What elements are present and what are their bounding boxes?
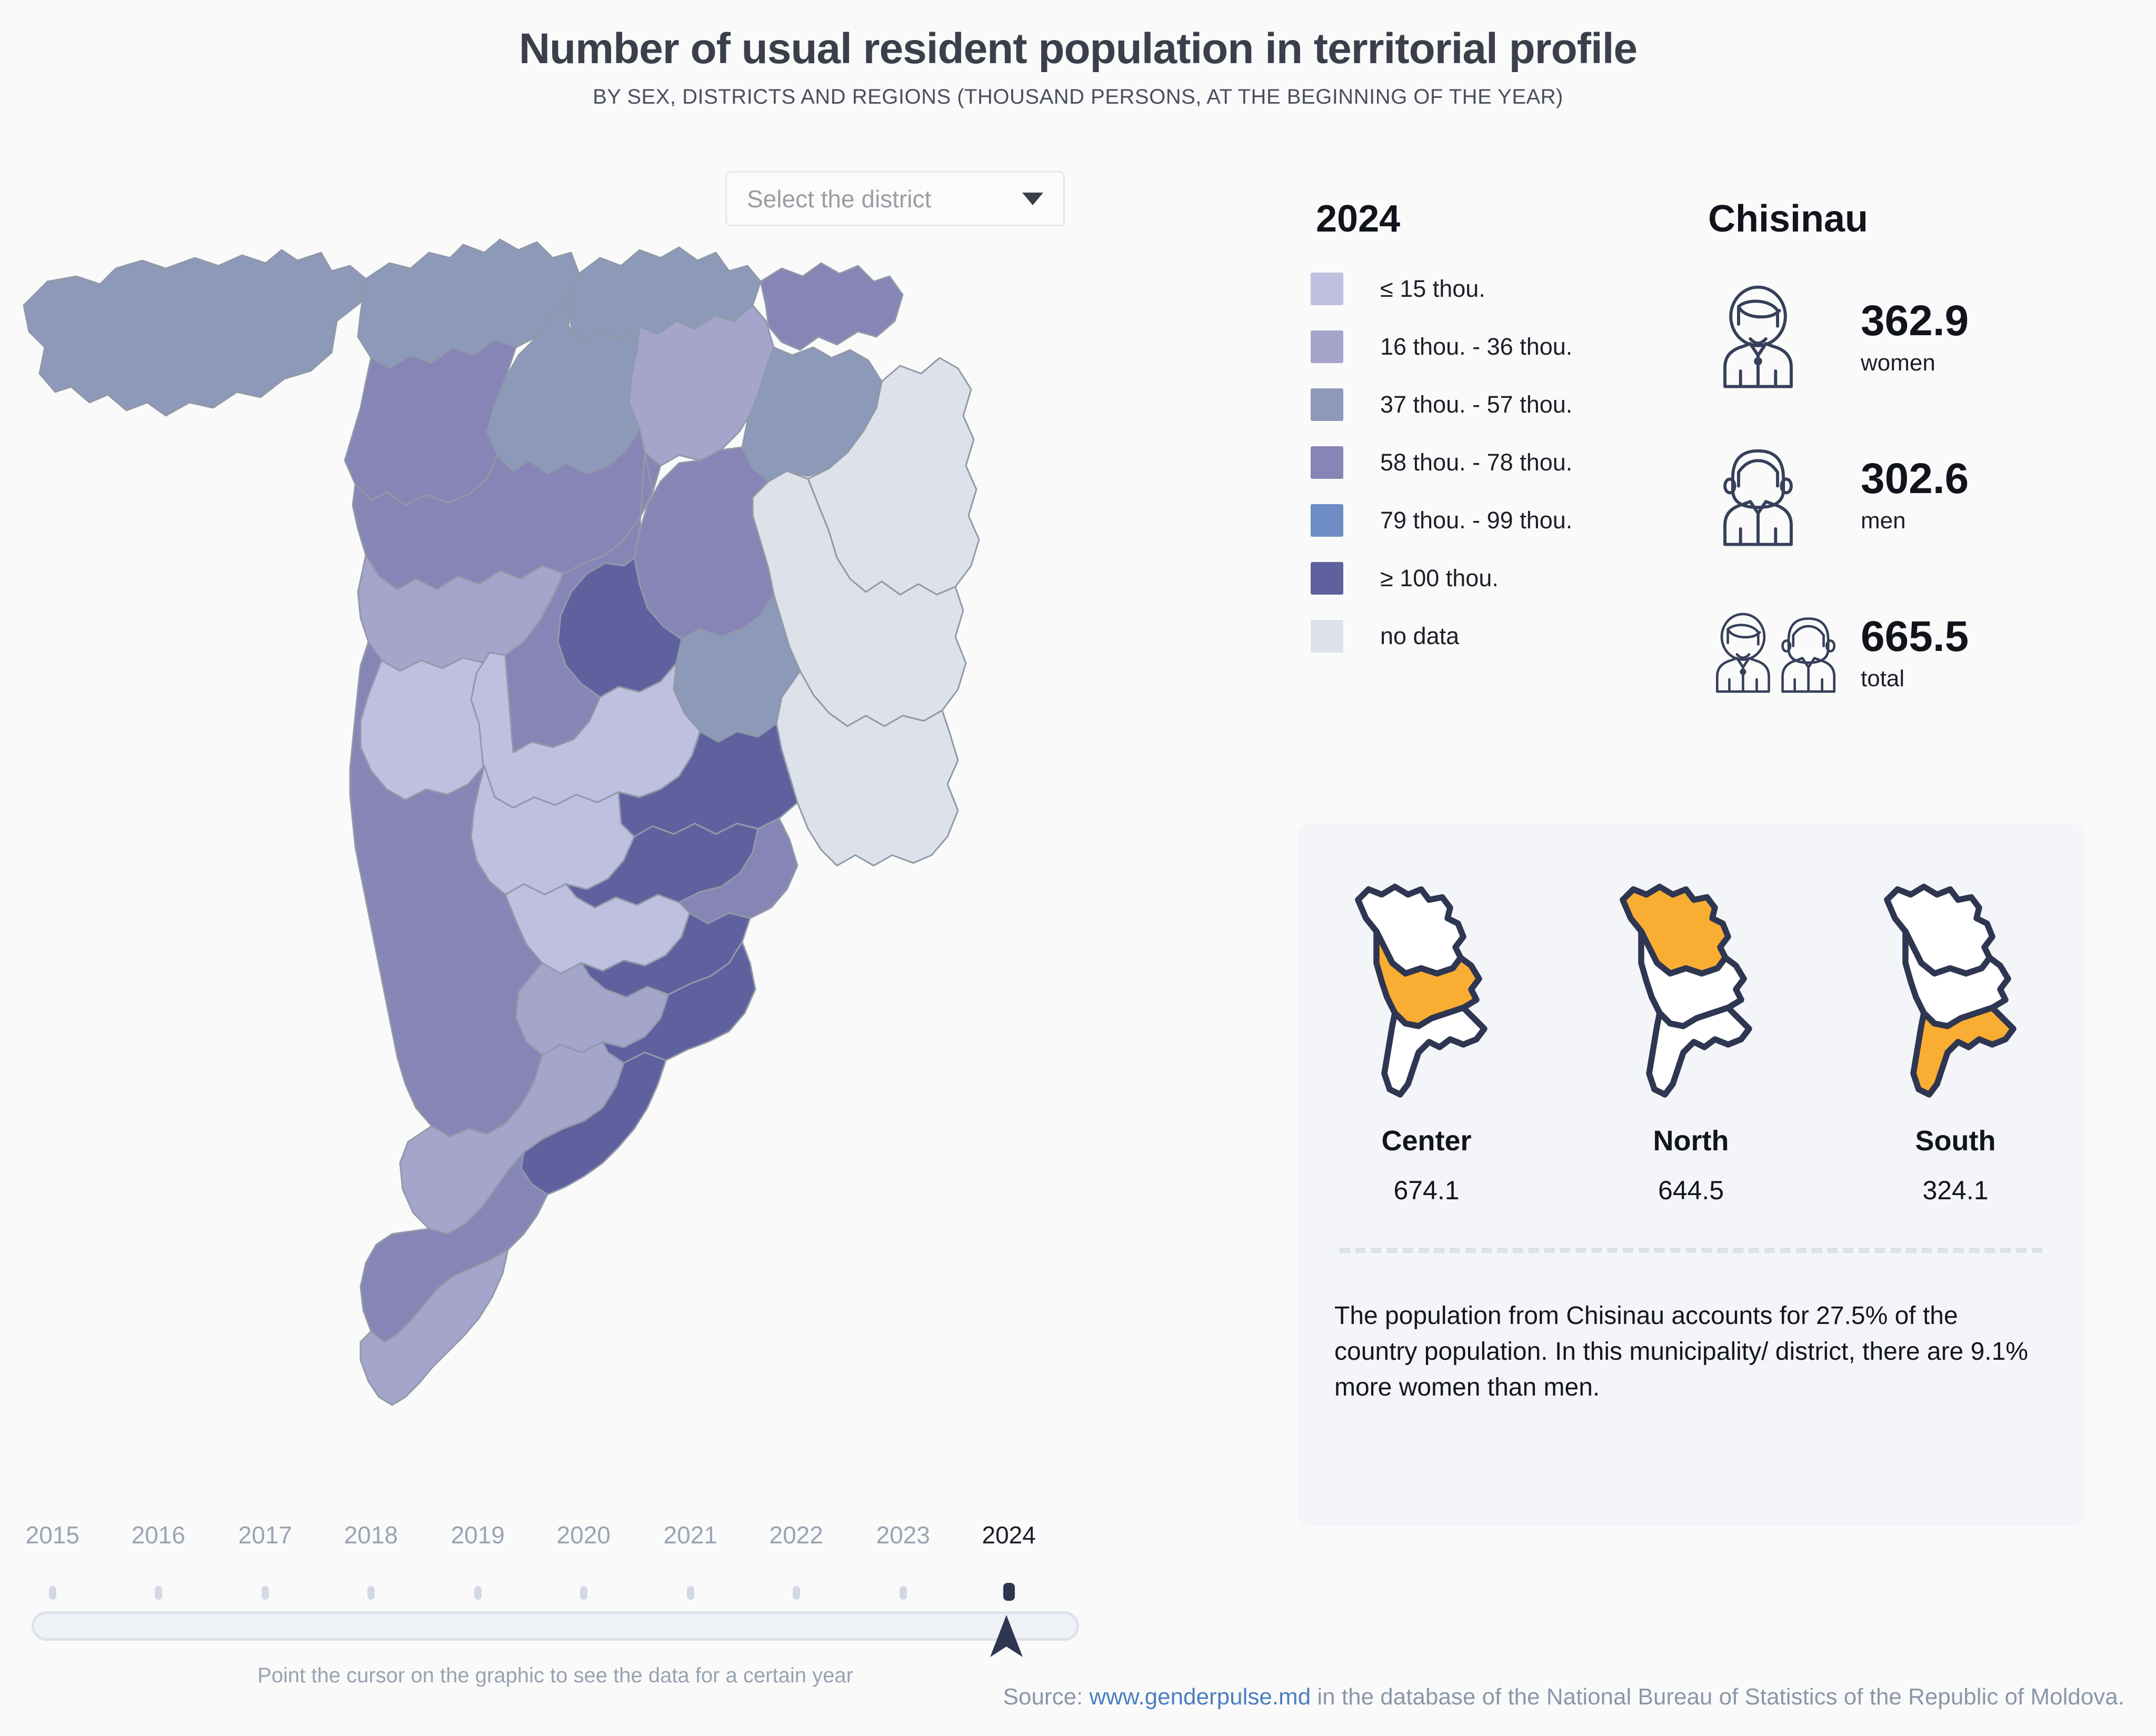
timeline-dot-2017[interactable]: [261, 1586, 269, 1600]
legend-item[interactable]: 58 thou. - 78 thou.: [1311, 434, 1637, 491]
timeline-dot-2023[interactable]: [899, 1586, 907, 1600]
legend-item[interactable]: 16 thou. - 36 thou.: [1311, 318, 1637, 376]
map-district: [520, 1051, 667, 1196]
timeline-year-2016[interactable]: 2016: [131, 1521, 185, 1549]
district-select-dropdown[interactable]: Select the district: [725, 171, 1065, 226]
stat-caption: men: [1861, 508, 1906, 534]
stat-value: 665.5: [1861, 613, 1969, 660]
legend-color-swatch: [1311, 620, 1343, 653]
regions-description: The population from Chisinau accounts fo…: [1334, 1302, 2028, 1402]
legend-item-label: ≤ 15 thou.: [1380, 275, 1485, 302]
moldova-choropleth-map[interactable]: [21, 200, 1126, 1505]
chevron-down-icon: [1022, 192, 1043, 205]
timeline-dot-2016[interactable]: [154, 1586, 162, 1600]
map-district: [760, 262, 904, 351]
region-value: 644.5: [1658, 1176, 1724, 1205]
legend-item-label: 58 thou. - 78 thou.: [1380, 449, 1573, 476]
timeline-dot-2020[interactable]: [580, 1586, 587, 1600]
region-card-north[interactable]: North 644.5: [1599, 871, 1783, 1206]
legend-color-swatch: [1311, 330, 1343, 363]
page-header: Number of usual resident population in t…: [0, 26, 2156, 109]
page-subtitle: BY SEX, DISTRICTS AND REGIONS (THOUSAND …: [593, 85, 1563, 109]
source-suffix: in the database of the National Bureau o…: [1311, 1684, 2124, 1710]
region-card-south[interactable]: South 324.1: [1863, 871, 2048, 1206]
stat-value: 302.6: [1861, 455, 1969, 503]
legend-item-label: ≥ 100 thou.: [1380, 565, 1499, 591]
legend-color-swatch: [1311, 446, 1343, 479]
region-card-center[interactable]: Center 674.1: [1334, 871, 1519, 1206]
woman-icon: [1708, 285, 1845, 390]
timeline-year-2022[interactable]: 2022: [769, 1521, 823, 1549]
source-prefix: Source:: [1003, 1684, 1090, 1710]
region-value: 324.1: [1922, 1176, 1989, 1205]
timeline-year-2023[interactable]: 2023: [876, 1521, 930, 1549]
legend-color-swatch: [1311, 388, 1343, 421]
legend-item[interactable]: no data: [1311, 607, 1637, 665]
timeline-dot-2015[interactable]: [48, 1586, 56, 1600]
region-name: South: [1915, 1125, 1996, 1157]
district-select-placeholder: Select the district: [747, 185, 932, 213]
legend-item[interactable]: 79 thou. - 99 thou.: [1311, 491, 1637, 549]
timeline-year-2015[interactable]: 2015: [25, 1521, 79, 1549]
legend-item[interactable]: ≥ 100 thou.: [1311, 549, 1637, 607]
year-timeline-slider[interactable]: 2015 2016 2017 2018 2019 2020 2021 2022 …: [26, 1521, 1079, 1688]
timeline-dot-2018[interactable]: [367, 1586, 375, 1600]
legend-item-label: no data: [1380, 623, 1460, 649]
region-name: Center: [1381, 1125, 1472, 1157]
legend-item-label: 79 thou. - 99 thou.: [1380, 507, 1573, 534]
legend-color-swatch: [1311, 504, 1343, 537]
stat-caption: total: [1861, 666, 1905, 691]
source-link[interactable]: www.genderpulse.md: [1089, 1684, 1311, 1710]
map-district: [360, 1249, 509, 1406]
man-icon: [1708, 443, 1845, 548]
panel-divider: [1340, 1248, 2042, 1253]
moldova-north-map-icon: [1599, 871, 1783, 1118]
map-legend: 2024 ≤ 15 thou. 16 thou. - 36 thou. 37 t…: [1311, 200, 1637, 665]
selected-area-stats: Chisinau 362.9 women: [1708, 200, 2087, 732]
legend-item[interactable]: ≤ 15 thou.: [1311, 260, 1637, 318]
timeline-dot-2021[interactable]: [686, 1586, 694, 1600]
selected-area-title: Chisinau: [1708, 198, 1869, 240]
legend-item-label: 16 thou. - 36 thou.: [1380, 333, 1573, 360]
moldova-south-map-icon: [1863, 871, 2048, 1118]
timeline-hint-text: Point the cursor on the graphic to see t…: [257, 1664, 853, 1687]
map-district: [23, 249, 367, 417]
timeline-year-2024[interactable]: 2024: [982, 1521, 1036, 1549]
stat-row-total: 665.5 total: [1708, 575, 2087, 732]
timeline-dot-2019[interactable]: [474, 1586, 482, 1600]
timeline-year-2018[interactable]: 2018: [344, 1521, 398, 1549]
timeline-track[interactable]: [32, 1611, 1079, 1657]
legend-year: 2024: [1316, 198, 1401, 240]
timeline-dot-2022[interactable]: [792, 1586, 800, 1600]
region-name: North: [1653, 1125, 1729, 1157]
timeline-year-2017[interactable]: 2017: [238, 1521, 292, 1549]
region-value: 674.1: [1393, 1176, 1460, 1205]
timeline-thumb-cursor-icon[interactable]: [983, 1607, 1030, 1664]
legend-item[interactable]: 37 thou. - 57 thou.: [1311, 376, 1637, 434]
timeline-year-2021[interactable]: 2021: [663, 1521, 717, 1549]
timeline-year-2019[interactable]: 2019: [451, 1521, 505, 1549]
woman-man-icon: [1708, 601, 1845, 706]
stat-row-men: 302.6 men: [1708, 417, 2087, 575]
map-svg: [23, 238, 980, 1406]
timeline-year-labels: 2015 2016 2017 2018 2019 2020 2021 2022 …: [26, 1521, 1079, 1568]
page-title: Number of usual resident population in t…: [518, 25, 1638, 73]
timeline-year-dots: [32, 1580, 1079, 1606]
legend-item-label: 37 thou. - 57 thou.: [1380, 391, 1573, 418]
timeline-year-2020[interactable]: 2020: [556, 1521, 611, 1549]
timeline-dot-2024[interactable]: [1003, 1583, 1015, 1601]
legend-color-swatch: [1311, 273, 1343, 305]
legend-color-swatch: [1311, 562, 1343, 595]
stat-caption: women: [1861, 350, 1935, 376]
source-footer: Source: www.genderpulse.md in the databa…: [0, 1684, 2156, 1710]
moldova-center-map-icon: [1334, 871, 1519, 1118]
stat-row-women: 362.9 women: [1708, 259, 2087, 417]
regions-panel: Center 674.1 North 644.5: [1297, 824, 2084, 1526]
stat-value: 362.9: [1861, 297, 1969, 345]
